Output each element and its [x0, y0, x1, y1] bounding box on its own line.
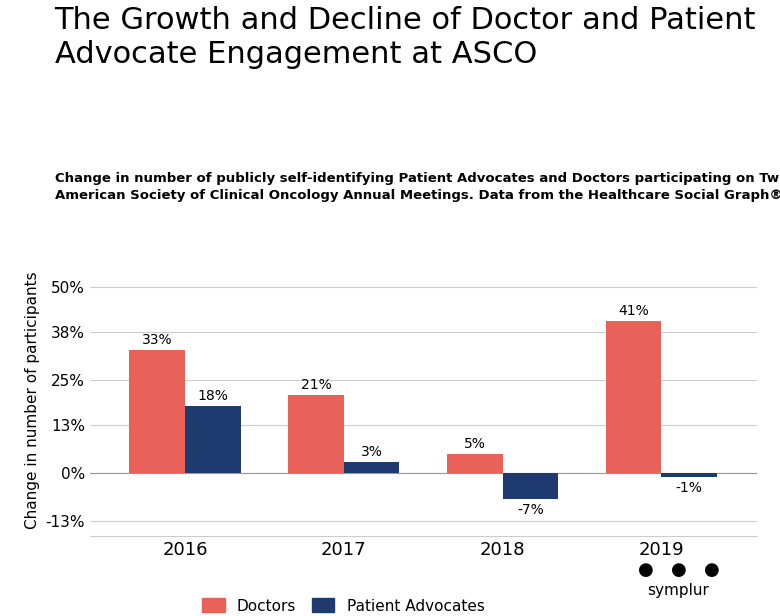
- Text: 18%: 18%: [197, 389, 229, 403]
- Bar: [606, 320, 661, 473]
- Text: ●   ●   ●: ● ● ●: [638, 561, 719, 579]
- Text: -7%: -7%: [517, 503, 544, 517]
- Bar: [288, 395, 344, 473]
- Text: symplur: symplur: [647, 583, 710, 598]
- Text: 3%: 3%: [360, 445, 382, 459]
- Bar: [661, 473, 717, 477]
- Text: 33%: 33%: [142, 333, 172, 347]
- Text: The Growth and Decline of Doctor and Patient
Advocate Engagement at ASCO: The Growth and Decline of Doctor and Pat…: [55, 6, 756, 69]
- Text: 5%: 5%: [464, 437, 486, 452]
- Bar: [447, 454, 502, 473]
- Text: 21%: 21%: [300, 378, 332, 392]
- Y-axis label: Change in number of participants: Change in number of participants: [25, 272, 40, 529]
- Text: 41%: 41%: [619, 304, 649, 318]
- Bar: [502, 473, 558, 499]
- Text: -1%: -1%: [675, 481, 703, 495]
- Legend: Doctors, Patient Advocates: Doctors, Patient Advocates: [196, 593, 491, 616]
- Bar: [185, 406, 240, 473]
- Bar: [344, 461, 399, 473]
- Bar: [129, 351, 185, 473]
- Text: Change in number of publicly self-identifying Patient Advocates and Doctors part: Change in number of publicly self-identi…: [55, 172, 780, 203]
